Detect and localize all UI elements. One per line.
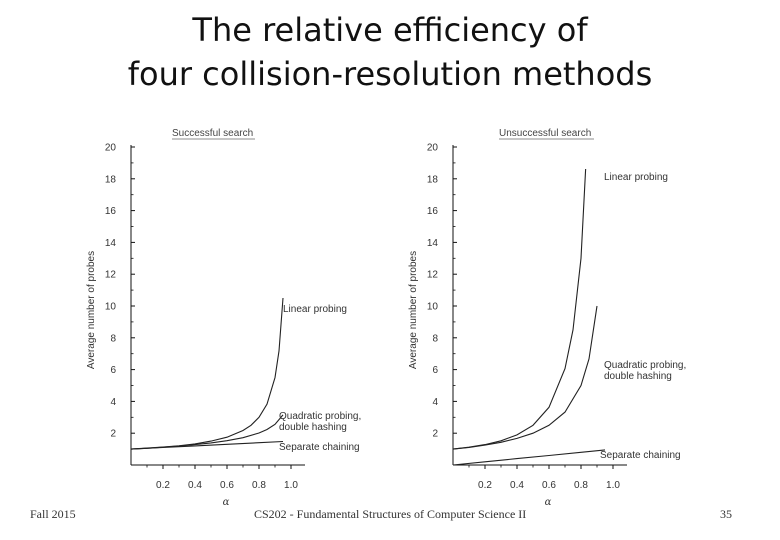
y-tick-label: 12 [427, 270, 439, 281]
series-label-separate-chaining: Separate chaining [600, 450, 681, 461]
y-tick-label: 2 [432, 429, 438, 440]
series-label-linear-probing: Linear probing [604, 172, 668, 183]
y-tick-label: 8 [110, 333, 116, 344]
y-tick-label: 20 [427, 143, 439, 154]
y-tick-label: 14 [427, 238, 439, 249]
y-tick-label: 6 [110, 365, 116, 376]
series-line-quadratic-probing [131, 414, 284, 450]
y-tick-label: 18 [427, 174, 439, 185]
y-tick-label: 18 [105, 174, 117, 185]
series-line-linear-probing [453, 169, 587, 450]
series-label-linear-probing: Linear probing [283, 304, 347, 315]
x-tick-label: 0.4 [188, 480, 202, 491]
chart-unsuccessful: Unsuccessful search 2 4 6 8 10 12 14 16 18 20 0.2 0.… [408, 128, 686, 508]
x-tick-label: 0.6 [220, 480, 234, 491]
series-label-quadratic-probing: Quadratic probing, [604, 360, 686, 371]
series-label-quadratic-probing-line2: double hashing [604, 371, 672, 382]
series-label-quadratic-probing-line2: double hashing [279, 422, 347, 433]
series-line-quadratic-probing [453, 305, 598, 450]
title-line-1: The relative efficiency of [192, 11, 588, 49]
chart-title: Unsuccessful search [499, 128, 591, 139]
y-tick-label: 16 [427, 206, 439, 217]
x-axis-label: α [223, 497, 230, 508]
y-tick-label: 20 [105, 143, 117, 154]
y-axis-label: Average number of probes [408, 251, 419, 369]
footer-date: Fall 2015 [30, 507, 76, 521]
x-tick-label: 0.2 [478, 480, 492, 491]
footer-page-number: 35 [720, 507, 732, 521]
x-tick-label: 0.4 [510, 480, 524, 491]
y-tick-label: 2 [110, 429, 116, 440]
chart-successful: Successful search 2 4 6 8 10 12 14 16 18 20 0.2 0.4 0… [86, 128, 361, 508]
series-line-separate-chaining [131, 440, 284, 450]
y-tick-label: 4 [110, 397, 116, 408]
x-tick-label: 1.0 [606, 480, 620, 491]
y-tick-label: 10 [427, 302, 439, 313]
y-tick-label: 6 [432, 365, 438, 376]
x-tick-label: 0.2 [156, 480, 170, 491]
title-line-2: four collision-resolution methods [127, 55, 653, 93]
series-line-linear-probing [131, 297, 284, 450]
x-tick-label: 0.8 [574, 480, 588, 491]
y-tick-label: 10 [105, 302, 117, 313]
chart-title: Successful search [172, 128, 253, 139]
x-axis-label: α [545, 497, 552, 508]
y-tick-label: 14 [105, 238, 117, 249]
series-label-separate-chaining: Separate chaining [279, 442, 360, 453]
x-tick-label: 1.0 [284, 480, 298, 491]
y-tick-label: 16 [105, 206, 117, 217]
series-label-quadratic-probing: Quadratic probing, [279, 411, 361, 422]
series-line-separate-chaining [453, 449, 606, 466]
slide-title: The relative efficiency of four collisio… [0, 8, 780, 96]
footer-course: CS202 - Fundamental Structures of Comput… [254, 507, 527, 521]
y-axis-label: Average number of probes [86, 251, 97, 369]
x-tick-label: 0.8 [252, 480, 266, 491]
y-tick-label: 12 [105, 270, 117, 281]
x-tick-label: 0.6 [542, 480, 556, 491]
y-tick-label: 8 [432, 333, 438, 344]
y-tick-label: 4 [432, 397, 438, 408]
